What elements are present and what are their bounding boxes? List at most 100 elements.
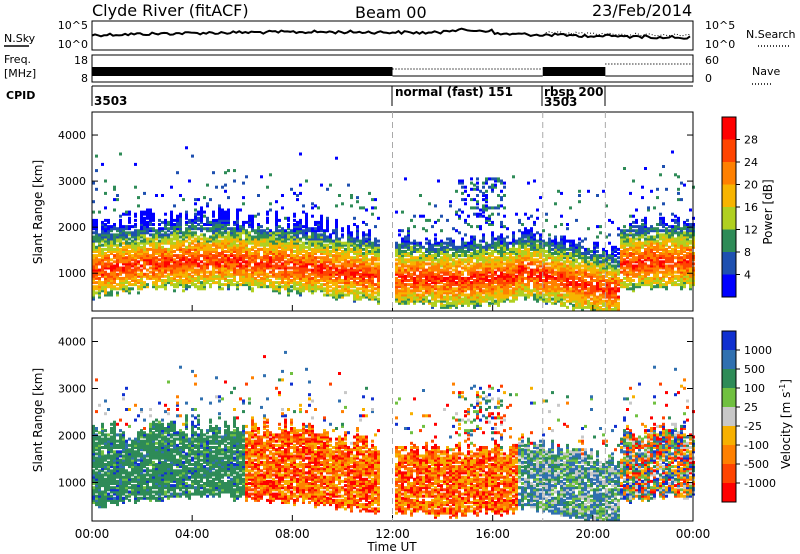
range-cell [191, 254, 194, 258]
range-cell [314, 241, 317, 245]
range-cell [512, 268, 515, 272]
range-cell [587, 266, 590, 270]
range-cell [122, 247, 125, 251]
range-cell [416, 293, 419, 297]
range-cell [167, 239, 170, 243]
range-cell [500, 198, 503, 202]
range-cell [524, 241, 527, 245]
range-cell [458, 287, 461, 291]
range-cell [251, 214, 254, 218]
range-cell [476, 185, 479, 189]
range-cell [359, 276, 362, 280]
range-cell [440, 287, 443, 291]
range-cell [227, 245, 230, 249]
range-cell [113, 274, 116, 278]
range-cell [113, 266, 116, 270]
range-cell [350, 291, 353, 295]
range-cell [206, 202, 209, 206]
range-cell [122, 245, 125, 249]
range-cell [134, 283, 137, 287]
range-cell [461, 191, 464, 195]
range-cell [269, 283, 272, 287]
range-cell [446, 250, 449, 253]
range-cell [137, 274, 140, 278]
range-cell [254, 252, 257, 255]
range-cell [236, 287, 239, 291]
range-cell [578, 194, 581, 197]
range-cell [485, 279, 488, 282]
range-cell [167, 241, 170, 245]
range-cell [563, 268, 566, 272]
range-cell [401, 243, 404, 247]
range-cell [140, 264, 143, 268]
range-cell [542, 245, 545, 249]
range-cell [476, 293, 479, 297]
range-cell [452, 243, 455, 247]
range-cell [227, 235, 230, 239]
range-cell [269, 243, 272, 247]
range-cell [560, 266, 563, 270]
range-cell [326, 254, 329, 258]
range-cell [233, 229, 236, 233]
range-cell [149, 254, 152, 258]
range-cell [347, 243, 350, 247]
range-cell [299, 285, 302, 289]
range-cell [92, 293, 95, 297]
range-cell [197, 241, 200, 245]
range-cell [563, 235, 566, 239]
range-cell [461, 270, 464, 274]
range-cell [425, 250, 428, 253]
range-cell [308, 239, 311, 243]
range-cell [251, 283, 254, 287]
range-cell [182, 237, 185, 241]
range-cell [158, 285, 161, 289]
range-cell [509, 276, 512, 280]
range-cell [299, 243, 302, 247]
range-cell [314, 204, 317, 208]
range-cell [584, 279, 587, 282]
range-cell [131, 258, 134, 262]
range-cell [350, 231, 353, 235]
range-cell [335, 156, 338, 160]
range-cell [131, 272, 134, 276]
range-cell [425, 254, 428, 258]
range-cell [506, 276, 509, 280]
range-cell [194, 231, 197, 235]
range-cell [323, 260, 326, 264]
range-cell [485, 268, 488, 272]
range-cell [563, 241, 566, 245]
range-cell [470, 291, 473, 295]
range-cell [431, 272, 434, 276]
range-cell [506, 289, 509, 293]
range-cell [521, 287, 524, 291]
range-cell [305, 225, 308, 229]
range-cell [431, 258, 434, 262]
range-cell [143, 245, 146, 249]
range-cell [113, 237, 116, 241]
range-cell [182, 241, 185, 245]
range-cell [236, 229, 239, 233]
range-cell [215, 247, 218, 251]
range-cell [212, 241, 215, 245]
range-cell [251, 256, 254, 260]
range-cell [398, 252, 401, 255]
range-cell [239, 247, 242, 251]
range-cell [470, 297, 473, 301]
range-cell [428, 254, 431, 258]
range-cell [311, 256, 314, 260]
range-cell [170, 233, 173, 237]
range-cell [296, 291, 299, 295]
range-cell [92, 281, 95, 285]
range-cell [215, 218, 218, 222]
range-cell [188, 250, 191, 253]
range-cell [584, 260, 587, 264]
range-cell [458, 262, 461, 266]
range-cell [533, 235, 536, 239]
range-cell [179, 235, 182, 239]
range-cell [425, 297, 428, 301]
range-cell [227, 262, 230, 266]
range-cell [326, 247, 329, 251]
range-cell [461, 283, 464, 287]
range-cell [236, 223, 239, 226]
range-cell [464, 268, 467, 272]
